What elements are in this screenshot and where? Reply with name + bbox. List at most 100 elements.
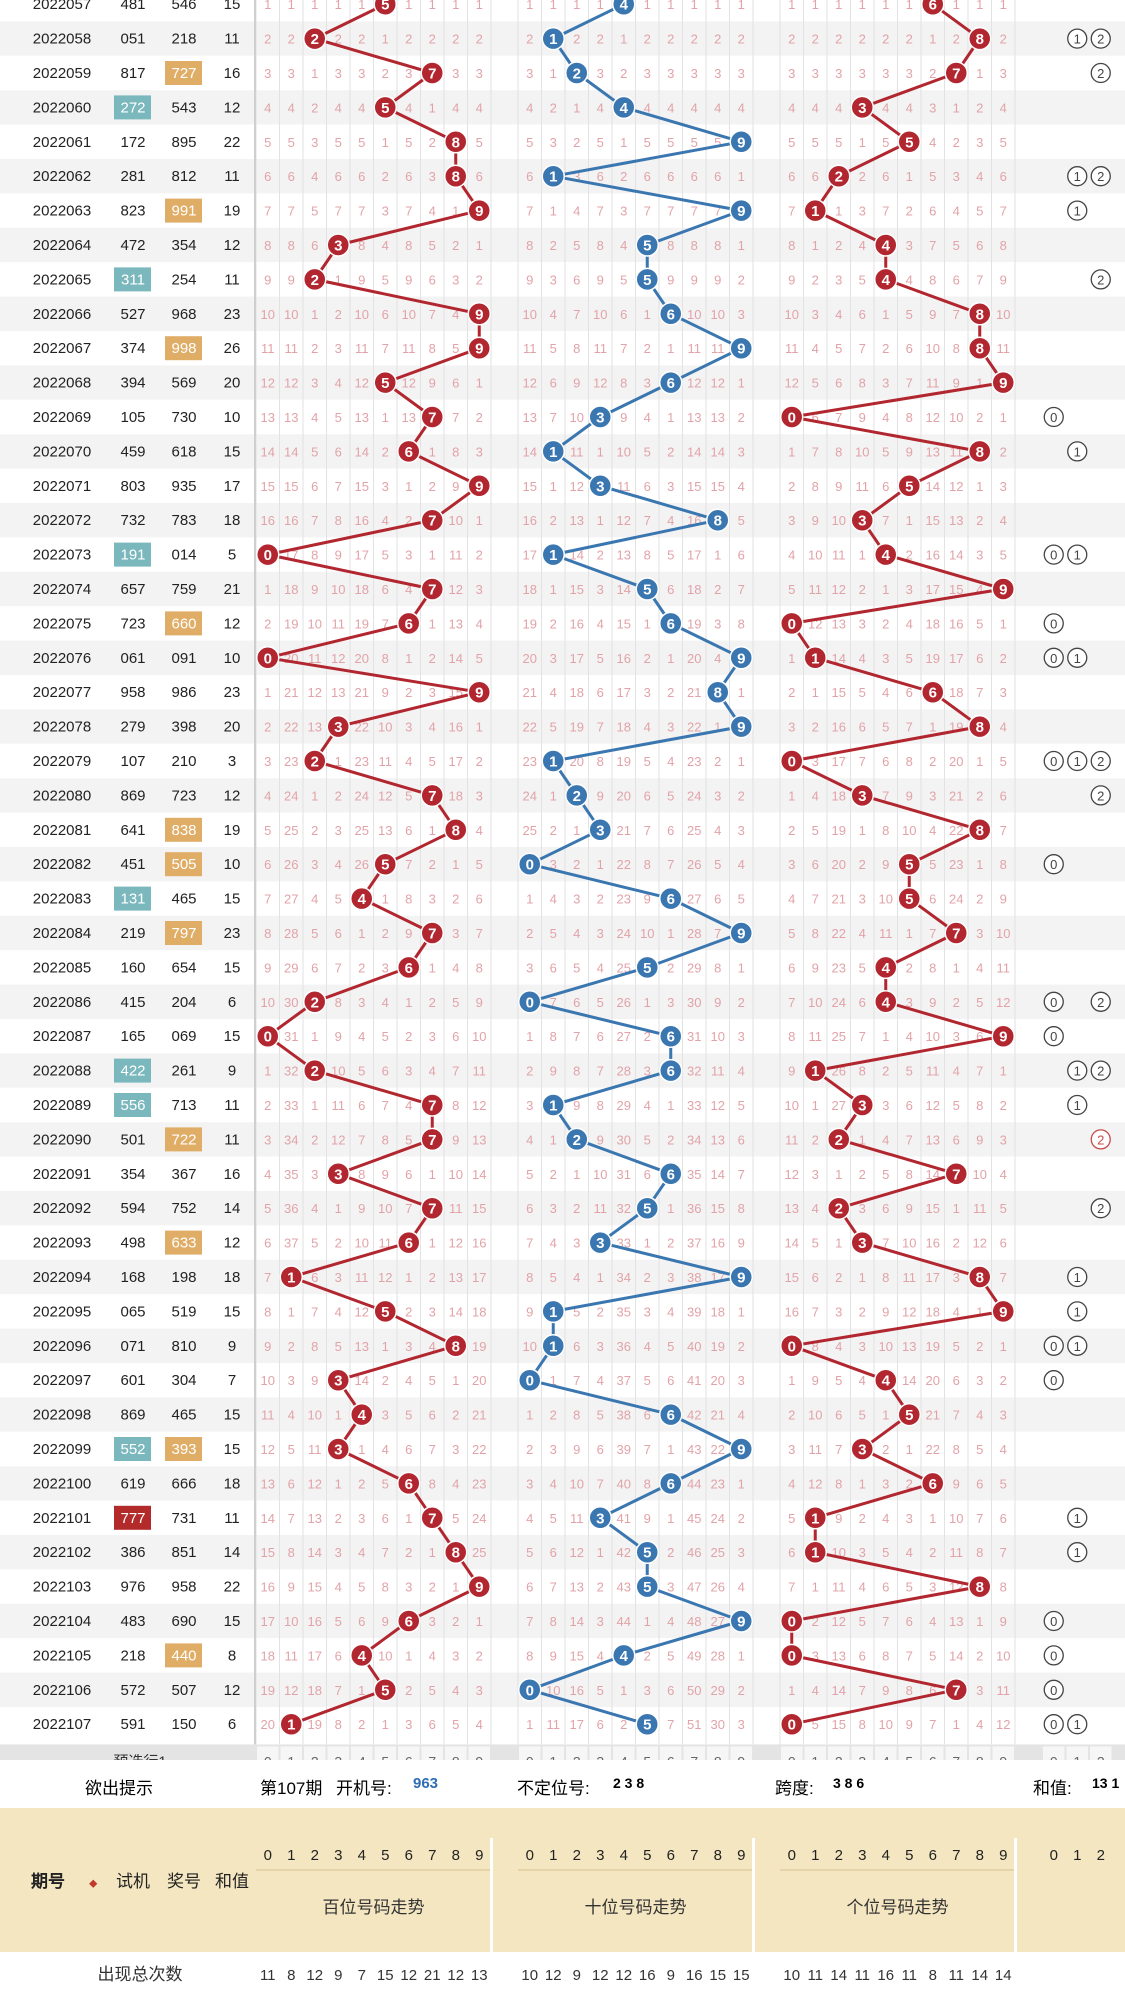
sum-cell: 11 — [224, 1510, 240, 1527]
units-ball — [803, 1540, 827, 1564]
totals-cell: 10 — [521, 1967, 538, 1984]
hint-bar: 欲出提示 第107期 开机号: 963 不定位号: 2 3 8 跨度: 3 8 … — [0, 1760, 1125, 1808]
preselect-digit: 7 — [428, 1753, 436, 1760]
units-ball — [897, 886, 921, 911]
omission-cell: 24 — [355, 788, 369, 803]
omission-cell: 11 — [997, 1683, 1011, 1698]
omission-cell: 11 — [879, 926, 893, 941]
issue-cell: 2022069 — [33, 409, 91, 426]
prize-cell: 727 — [171, 65, 196, 82]
omission-cell: 7 — [882, 1614, 889, 1629]
preselect-cell — [683, 1746, 705, 1760]
omission-cell: 5 — [476, 135, 483, 150]
preselect-digit: 7 — [952, 1753, 960, 1760]
tens-ball-digit: 2 — [573, 788, 581, 805]
omission-cell: 36 — [617, 1339, 631, 1354]
omission-cell: 11 — [785, 1132, 799, 1147]
prize-cell: 261 — [171, 1063, 196, 1080]
sum-cell: 18 — [224, 1269, 241, 1286]
tens-ball — [729, 1265, 753, 1289]
omission-cell: 17 — [570, 1717, 584, 1732]
omission-cell: 5 — [526, 1167, 533, 1182]
issue-cell: 2022096 — [33, 1338, 91, 1355]
trial-cell: 556 — [120, 1097, 145, 1114]
group-mark — [1067, 750, 1088, 772]
omission-cell: 1 — [976, 1614, 983, 1629]
omission-cell: 10 — [284, 307, 298, 322]
omission-cell: 7 — [311, 513, 318, 528]
omission-cell: 10 — [570, 1476, 584, 1491]
tens-ball-digit: 1 — [549, 1098, 557, 1115]
preselect-cell — [445, 1746, 467, 1760]
omission-cell: 7 — [882, 1236, 889, 1251]
omission-cell: 2 — [882, 1064, 889, 1079]
prize-cell: 218 — [171, 31, 196, 48]
omission-cell: 2 — [429, 1580, 436, 1595]
tens-ball-digit: 9 — [737, 1442, 745, 1459]
omission-cell: 23 — [687, 754, 701, 769]
omission-cell: 16 — [711, 1236, 725, 1251]
group-mark — [1067, 1266, 1088, 1288]
omission-cell: 1 — [335, 1201, 342, 1216]
omission-cell: 7 — [1000, 204, 1007, 219]
omission-cell: 1 — [476, 720, 483, 735]
omission-cell: 5 — [452, 1717, 459, 1732]
omission-cell: 7 — [929, 926, 936, 941]
omission-cell: 11 — [594, 341, 608, 356]
omission-cell: 11 — [379, 754, 393, 769]
omission-cell: 10 — [378, 1648, 392, 1663]
omission-cell: 1 — [906, 0, 913, 12]
omission-cell: 8 — [573, 1408, 580, 1423]
tens-ball-digit: 5 — [643, 1579, 651, 1596]
omission-cell: 7 — [835, 410, 842, 425]
units-ball-digit: 7 — [952, 926, 960, 943]
omission-cell: 13 — [331, 685, 345, 700]
preselect-digit: 6 — [405, 1753, 413, 1760]
omission-cell: 10 — [593, 307, 607, 322]
omission-cell: 6 — [812, 857, 819, 872]
omission-cell: 2 — [976, 410, 983, 425]
omission-cell: 9 — [452, 1132, 459, 1147]
omission-cell: 3 — [714, 616, 721, 631]
hundreds-ball — [373, 1299, 397, 1324]
sum-cell: 9 — [228, 1338, 236, 1355]
omission-cell: 22 — [687, 720, 701, 735]
omission-cell: 1 — [429, 100, 436, 115]
omission-cell: 4 — [738, 1580, 745, 1595]
omission-cell: 4 — [882, 685, 889, 700]
issue-cell: 2022068 — [33, 375, 91, 392]
omission-cell: 6 — [335, 444, 342, 459]
omission-cell: 27 — [284, 892, 298, 907]
hundreds-ball-digit: 5 — [381, 1304, 389, 1321]
table-row — [0, 1156, 1125, 1191]
units-ball-digit: 4 — [882, 994, 891, 1011]
omission-cell: 4 — [953, 204, 960, 219]
omission-cell: 3 — [550, 135, 557, 150]
issue-cell: 2022089 — [33, 1097, 91, 1114]
trial-cell: 160 — [120, 959, 145, 976]
units-ball-digit: 5 — [905, 857, 913, 874]
prize-highlight — [165, 1127, 202, 1152]
omission-cell: 1 — [1000, 410, 1007, 425]
omission-cell: 2 — [929, 66, 936, 81]
omission-cell: 28 — [617, 1064, 631, 1079]
hundreds-ball — [256, 542, 280, 567]
omission-cell: 4 — [859, 1580, 866, 1595]
omission-cell: 1 — [405, 651, 412, 666]
omission-cell: 4 — [429, 720, 436, 735]
omission-cell: 4 — [476, 823, 483, 838]
group-mark — [1090, 750, 1111, 772]
omission-cell: 13 — [472, 1132, 486, 1147]
omission-cell: 22 — [472, 1442, 486, 1457]
omission-cell: 8 — [526, 238, 533, 253]
units-ball-digit: 9 — [999, 582, 1007, 599]
omission-cell: 8 — [929, 960, 936, 975]
omission-cell: 11 — [285, 341, 299, 356]
omission-cell: 7 — [929, 238, 936, 253]
omission-cell: 30 — [711, 1717, 725, 1732]
omission-cell: 12 — [832, 582, 846, 597]
omission-cell: 2 — [573, 1201, 580, 1216]
trial-cell: 594 — [120, 1200, 145, 1217]
omission-cell: 5 — [288, 1442, 295, 1457]
omission-cell: 4 — [526, 1132, 533, 1147]
